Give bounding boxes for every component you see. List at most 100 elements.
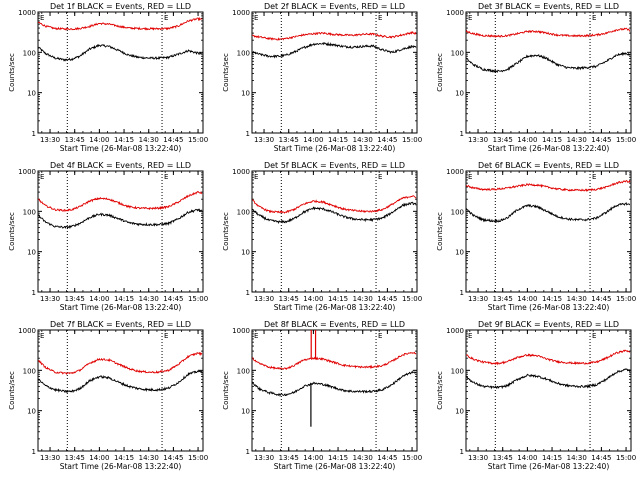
y-tick-label: 10 (27, 90, 36, 98)
x-tick-label: 14:00 (89, 454, 109, 462)
x-tick-label: 14:15 (542, 136, 562, 144)
x-tick-label: 14:15 (328, 136, 348, 144)
y-axis-label: Counts/sec (436, 53, 444, 92)
e-marker-left: E (468, 173, 472, 181)
chart-title: Det 1f BLACK = Events, RED = LLD (50, 2, 191, 11)
x-tick-label: 15:00 (402, 295, 422, 303)
y-tick-label: 10 (241, 249, 250, 257)
x-axis-label: Start Time (26-Mar-08 13:22:40) (274, 462, 396, 471)
chart-panel-9: Det 9f BLACK = Events, RED = LLD 1 10 100 10… (436, 320, 636, 471)
e-marker-right: E (592, 332, 596, 340)
e-marker-left: E (468, 332, 472, 340)
series-line-lld (37, 191, 203, 213)
x-tick-label: 13:45 (279, 454, 299, 462)
x-tick-label: 14:15 (328, 454, 348, 462)
e-marker-left: E (40, 173, 44, 181)
y-tick-label: 10 (455, 90, 464, 98)
x-tick-label: 13:30 (40, 454, 60, 462)
x-axis-label: Start Time (26-Mar-08 13:22:40) (60, 462, 182, 471)
x-tick-label: 14:45 (377, 454, 397, 462)
plot-frame (465, 11, 632, 134)
x-tick-label: 13:45 (279, 136, 299, 144)
series-line-events (465, 51, 631, 74)
x-tick-label: 13:30 (468, 454, 488, 462)
series-line-lld (465, 27, 630, 38)
x-tick-label: 14:45 (591, 454, 611, 462)
chart-title: Det 5f BLACK = Events, RED = LLD (264, 161, 405, 170)
y-axis-label: Counts/sec (222, 371, 230, 410)
chart-panel-4: Det 4f BLACK = Events, RED = LLD 1 10 100 10… (8, 161, 208, 312)
x-tick-label: 15:00 (188, 136, 208, 144)
y-tick-label: 1 (246, 130, 250, 138)
series-line-lld (38, 351, 203, 375)
y-tick-label: 100 (23, 49, 36, 57)
y-tick-label: 1000 (18, 168, 36, 176)
series-line-events (252, 201, 417, 225)
x-tick-label: 13:30 (254, 136, 274, 144)
chart-title: Det 6f BLACK = Events, RED = LLD (478, 161, 619, 170)
x-tick-label: 14:15 (542, 295, 562, 303)
x-tick-label: 15:00 (616, 295, 636, 303)
chart-panel-1: Det 1f BLACK = Events, RED = LLD 1 10 100 10… (8, 2, 208, 153)
e-marker-right: E (592, 173, 596, 181)
e-marker-left: E (468, 14, 472, 22)
series-line-lld (37, 16, 203, 31)
y-tick-label: 100 (237, 367, 250, 375)
y-tick-label: 1000 (232, 168, 250, 176)
y-tick-label: 1 (460, 289, 464, 297)
x-tick-label: 13:45 (493, 295, 513, 303)
x-axis-label: Start Time (26-Mar-08 13:22:40) (274, 144, 396, 153)
x-tick-label: 13:30 (254, 454, 274, 462)
x-tick-label: 14:30 (567, 136, 587, 144)
series-line-events (251, 370, 417, 397)
x-tick-label: 14:00 (517, 454, 537, 462)
y-tick-label: 1000 (18, 9, 36, 17)
x-tick-label: 13:30 (468, 136, 488, 144)
x-tick-label: 14:45 (591, 295, 611, 303)
y-tick-label: 10 (241, 90, 250, 98)
plot-frame (251, 11, 418, 134)
y-axis-label: Counts/sec (436, 212, 444, 251)
x-tick-label: 14:15 (114, 136, 134, 144)
x-tick-label: 14:45 (163, 295, 183, 303)
x-tick-label: 13:30 (40, 136, 60, 144)
y-tick-label: 1000 (18, 327, 36, 335)
y-tick-label: 100 (451, 367, 464, 375)
e-marker-right: E (164, 14, 168, 22)
series-line-lld (465, 179, 631, 192)
y-tick-label: 10 (27, 408, 36, 416)
chart-title: Det 7f BLACK = Events, RED = LLD (50, 320, 191, 329)
x-tick-label: 14:45 (163, 454, 183, 462)
e-marker-left: E (254, 173, 258, 181)
x-tick-label: 14:45 (163, 136, 183, 144)
x-tick-label: 14:30 (353, 136, 373, 144)
x-tick-label: 13:30 (254, 295, 274, 303)
plot-frame (37, 329, 204, 452)
x-tick-label: 14:45 (377, 136, 397, 144)
x-tick-label: 15:00 (188, 454, 208, 462)
e-marker-right: E (378, 332, 382, 340)
chart-title: Det 4f BLACK = Events, RED = LLD (50, 161, 191, 170)
x-tick-label: 14:45 (591, 136, 611, 144)
x-tick-label: 15:00 (616, 454, 636, 462)
x-tick-label: 14:30 (567, 295, 587, 303)
y-tick-label: 100 (451, 208, 464, 216)
y-tick-label: 1000 (446, 9, 464, 17)
chart-title: Det 8f BLACK = Events, RED = LLD (264, 320, 405, 329)
y-axis-label: Counts/sec (8, 371, 16, 410)
y-tick-label: 10 (455, 408, 464, 416)
chart-panel-5: Det 5f BLACK = Events, RED = LLD 1 10 100 10… (222, 161, 422, 312)
x-tick-label: 13:30 (40, 295, 60, 303)
x-axis-label: Start Time (26-Mar-08 13:22:40) (488, 144, 610, 153)
plot-frame (465, 329, 632, 452)
series-line-events (251, 41, 417, 59)
chart-title: Det 3f BLACK = Events, RED = LLD (478, 2, 619, 11)
x-tick-label: 14:30 (567, 454, 587, 462)
y-tick-label: 100 (23, 367, 36, 375)
e-marker-right: E (378, 14, 382, 22)
e-marker-left: E (40, 14, 44, 22)
y-tick-label: 10 (241, 408, 250, 416)
plot-frame (251, 170, 418, 293)
x-tick-label: 14:30 (139, 454, 159, 462)
x-tick-label: 14:30 (139, 136, 159, 144)
